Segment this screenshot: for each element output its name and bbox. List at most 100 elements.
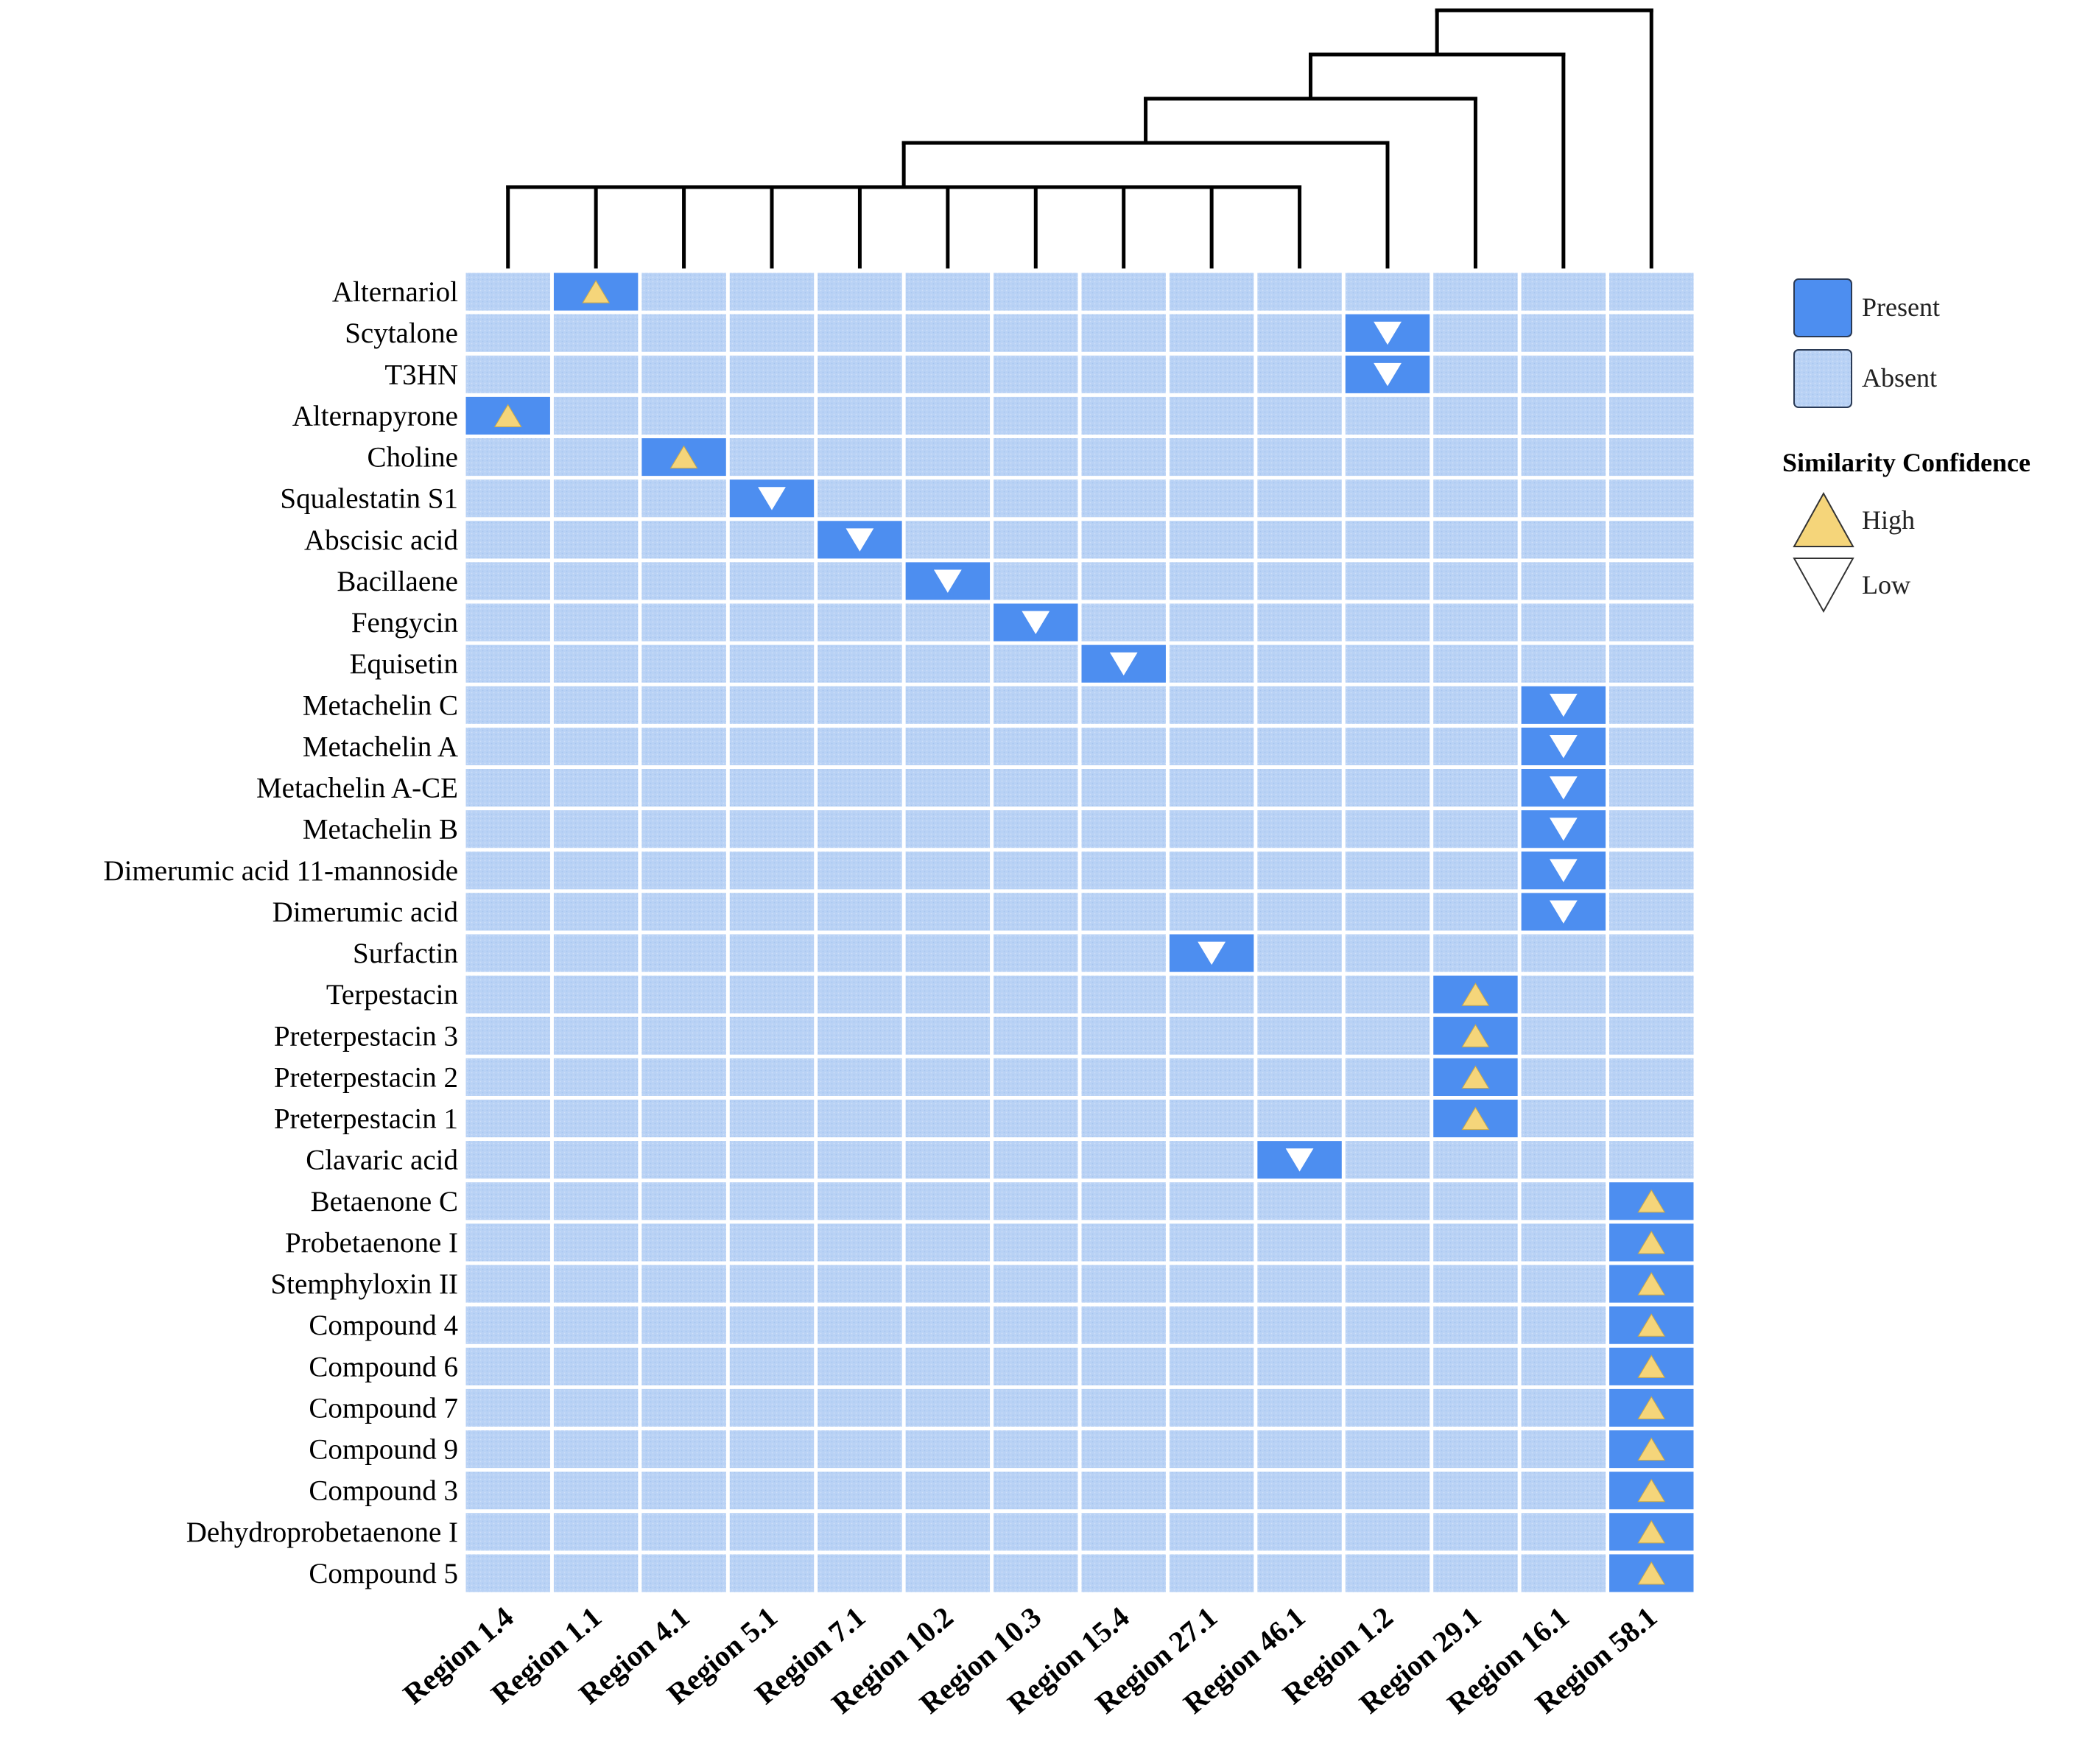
cell-surfactin-region-29-1 bbox=[1433, 934, 1518, 972]
cell-metachelin-a-region-5-1 bbox=[729, 727, 815, 765]
cell-compound-4-region-29-1 bbox=[1433, 1306, 1518, 1344]
cell-clavaric-acid-region-1-2 bbox=[1345, 1141, 1430, 1179]
cell-dimerumic-acid-region-10-3 bbox=[994, 893, 1078, 931]
cell-equisetin-region-29-1 bbox=[1433, 644, 1518, 683]
high-marker-betaenone-c bbox=[1637, 1189, 1666, 1213]
cell-alternariol-region-4-1 bbox=[641, 273, 726, 311]
cell-alternariol-region-5-1 bbox=[729, 273, 815, 311]
cell-compound-3-region-1-1 bbox=[553, 1472, 639, 1510]
cell-t3hn-region-10-3 bbox=[994, 355, 1078, 393]
heatmap-cells bbox=[465, 273, 1694, 1592]
cell-compound-3-region-29-1 bbox=[1433, 1472, 1518, 1510]
cell-dehydroprobetaenone-i-region-29-1 bbox=[1433, 1513, 1518, 1551]
cell-clavaric-acid-region-58-1 bbox=[1609, 1141, 1694, 1179]
cell-alternapyrone-region-1-2 bbox=[1345, 396, 1430, 435]
legend-label-high: High bbox=[1862, 505, 1915, 535]
cell-compound-9-region-29-1 bbox=[1433, 1430, 1518, 1469]
cell-probetaenone-i-region-7-1 bbox=[818, 1223, 902, 1262]
cell-terpestacin-region-46-1 bbox=[1257, 975, 1342, 1013]
cell-terpestacin-region-7-1 bbox=[818, 975, 902, 1013]
cell-dimerumic-acid-region-7-1 bbox=[818, 893, 902, 931]
cell-preterpestacin-3-region-10-2 bbox=[905, 1016, 991, 1055]
cell-compound-9-region-4-1 bbox=[641, 1430, 726, 1469]
cell-compound-5-region-29-1 bbox=[1433, 1554, 1518, 1592]
cell-abscisic-acid-region-1-1 bbox=[553, 521, 639, 559]
cell-scytalone-region-4-1 bbox=[641, 314, 726, 352]
cell-t3hn-region-46-1 bbox=[1257, 355, 1342, 393]
cell-clavaric-acid-region-1-1 bbox=[553, 1141, 639, 1179]
cell-abscisic-acid-region-10-2 bbox=[905, 521, 991, 559]
high-marker-dehydroprobetaenone-i bbox=[1637, 1519, 1666, 1544]
cell-metachelin-b-region-4-1 bbox=[641, 810, 726, 848]
cell-dimerumic-acid-region-27-1 bbox=[1169, 893, 1254, 931]
cell-dimerumic-acid-11-mannoside-region-15-4 bbox=[1081, 851, 1166, 890]
row-label-stemphyloxin-ii: Stemphyloxin II bbox=[270, 1268, 458, 1300]
cell-alternapyrone-region-1-1 bbox=[553, 396, 639, 435]
row-label-preterpestacin-1: Preterpestacin 1 bbox=[274, 1103, 458, 1135]
cell-probetaenone-i-region-46-1 bbox=[1257, 1223, 1342, 1262]
cell-compound-7-region-7-1 bbox=[818, 1388, 902, 1427]
cell-stemphyloxin-ii-region-7-1 bbox=[818, 1265, 902, 1303]
cell-surfactin-region-15-4 bbox=[1081, 934, 1166, 972]
cell-bacillaene-region-27-1 bbox=[1169, 562, 1254, 600]
cell-compound-9-region-7-1 bbox=[818, 1430, 902, 1469]
row-label-alternapyrone: Alternapyrone bbox=[292, 400, 458, 432]
cell-compound-5-region-15-4 bbox=[1081, 1554, 1166, 1592]
cell-metachelin-a-region-29-1 bbox=[1433, 727, 1518, 765]
cell-fengycin-region-10-2 bbox=[905, 603, 991, 642]
cell-compound-6-region-10-2 bbox=[905, 1347, 991, 1385]
cell-metachelin-a-ce-region-7-1 bbox=[818, 769, 902, 807]
cell-dehydroprobetaenone-i-region-10-3 bbox=[994, 1513, 1078, 1551]
cell-metachelin-c-region-10-2 bbox=[905, 686, 991, 724]
cell-probetaenone-i-region-15-4 bbox=[1081, 1223, 1166, 1262]
cell-metachelin-c-region-10-3 bbox=[994, 686, 1078, 724]
legend-marker-low bbox=[1793, 558, 1854, 614]
cell-metachelin-c-region-15-4 bbox=[1081, 686, 1166, 724]
cell-compound-6-region-29-1 bbox=[1433, 1347, 1518, 1385]
legend-label-low: Low bbox=[1862, 570, 1910, 600]
cell-preterpestacin-2-region-27-1 bbox=[1169, 1058, 1254, 1096]
cell-metachelin-a-region-15-4 bbox=[1081, 727, 1166, 765]
cell-compound-9-region-15-4 bbox=[1081, 1430, 1166, 1469]
cell-dehydroprobetaenone-i-region-46-1 bbox=[1257, 1513, 1342, 1551]
cell-alternapyrone-region-16-1 bbox=[1521, 396, 1606, 435]
cell-fengycin-region-29-1 bbox=[1433, 603, 1518, 642]
row-label-fengycin: Fengycin bbox=[351, 607, 458, 639]
cell-compound-4-region-16-1 bbox=[1521, 1306, 1606, 1344]
cell-preterpestacin-2-region-4-1 bbox=[641, 1058, 726, 1096]
cell-surfactin-region-1-2 bbox=[1345, 934, 1430, 972]
cell-metachelin-a-ce-region-46-1 bbox=[1257, 769, 1342, 807]
cell-metachelin-a-ce-region-1-1 bbox=[553, 769, 639, 807]
cell-compound-4-region-10-2 bbox=[905, 1306, 991, 1344]
cell-preterpestacin-1-region-1-2 bbox=[1345, 1100, 1430, 1138]
cell-scytalone-region-58-1 bbox=[1609, 314, 1694, 352]
cell-choline-region-58-1 bbox=[1609, 438, 1694, 477]
cell-preterpestacin-3-region-1-2 bbox=[1345, 1016, 1430, 1055]
cell-metachelin-c-region-7-1 bbox=[818, 686, 902, 724]
cell-abscisic-acid-region-5-1 bbox=[729, 521, 815, 559]
cell-equisetin-region-1-2 bbox=[1345, 644, 1430, 683]
cell-t3hn-region-15-4 bbox=[1081, 355, 1166, 393]
row-label-metachelin-b: Metachelin B bbox=[303, 814, 458, 846]
cell-compound-7-region-46-1 bbox=[1257, 1388, 1342, 1427]
cell-equisetin-region-27-1 bbox=[1169, 644, 1254, 683]
row-label-preterpestacin-2: Preterpestacin 2 bbox=[274, 1061, 458, 1093]
cell-compound-6-region-1-1 bbox=[553, 1347, 639, 1385]
cell-preterpestacin-2-region-15-4 bbox=[1081, 1058, 1166, 1096]
cell-bacillaene-region-5-1 bbox=[729, 562, 815, 600]
cell-fengycin-region-15-4 bbox=[1081, 603, 1166, 642]
cell-dehydroprobetaenone-i-region-4-1 bbox=[641, 1513, 726, 1551]
cell-dehydroprobetaenone-i-region-16-1 bbox=[1521, 1513, 1606, 1551]
cell-metachelin-c-region-4-1 bbox=[641, 686, 726, 724]
cell-abscisic-acid-region-1-2 bbox=[1345, 521, 1430, 559]
cell-metachelin-a-region-1-1 bbox=[553, 727, 639, 765]
cell-squalestatin-s1-region-1-2 bbox=[1345, 479, 1430, 518]
cell-clavaric-acid-region-4-1 bbox=[641, 1141, 726, 1179]
cell-alternariol-region-27-1 bbox=[1169, 273, 1254, 311]
high-marker-alternariol bbox=[582, 280, 611, 303]
cell-preterpestacin-3-region-5-1 bbox=[729, 1016, 815, 1055]
cell-compound-3-region-16-1 bbox=[1521, 1472, 1606, 1510]
cell-scytalone-region-7-1 bbox=[818, 314, 902, 352]
low-marker-scytalone bbox=[1374, 321, 1402, 345]
cell-choline-region-5-1 bbox=[729, 438, 815, 477]
